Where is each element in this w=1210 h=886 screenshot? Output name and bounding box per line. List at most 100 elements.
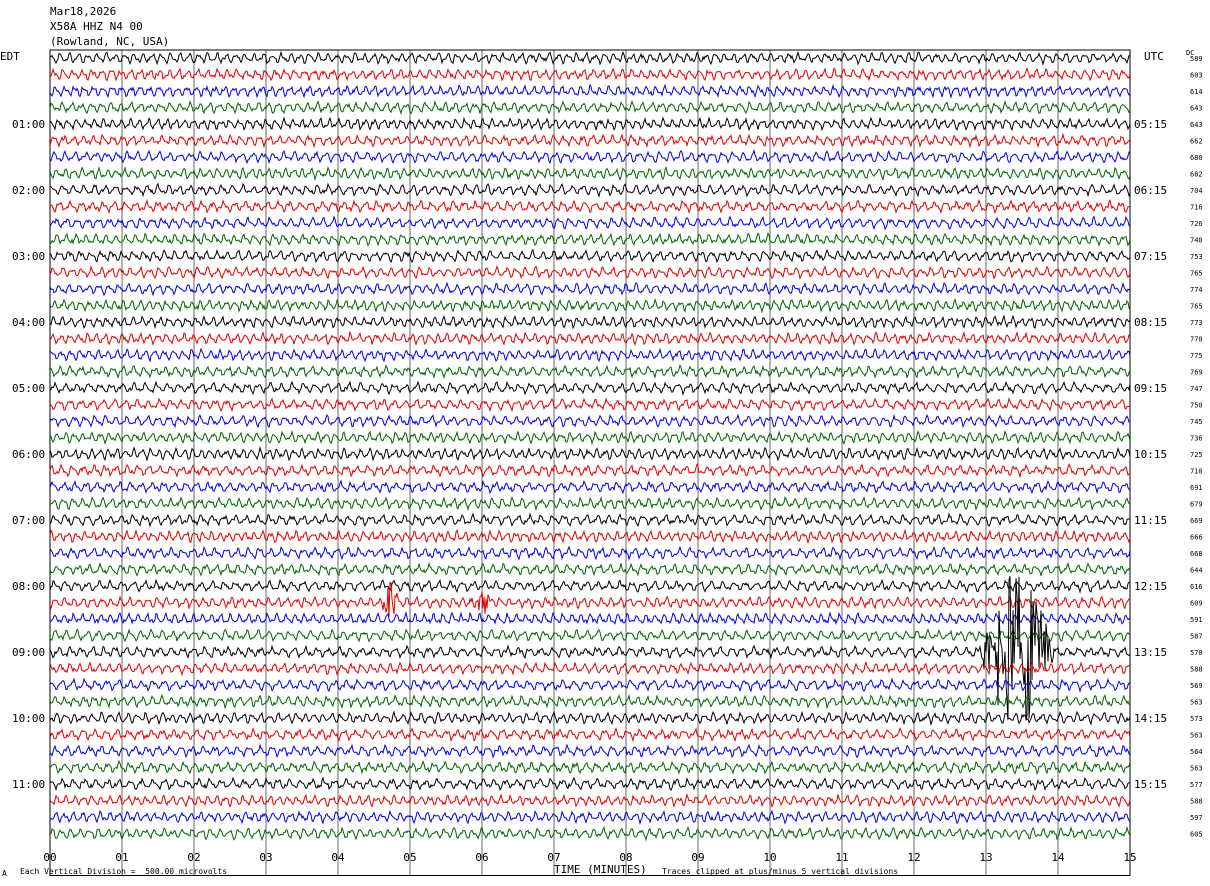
dc-value-row-15: 765 [1190,303,1203,311]
trace-row-18 [49,347,1131,363]
utc-label-0715: 07:15 [1134,250,1167,263]
trace-row-39 [49,693,1131,710]
x-tick-label-12: 12 [907,851,920,864]
dc-value-row-9: 716 [1190,204,1203,212]
trace-row-0 [49,50,1131,66]
dc-value-row-10: 726 [1190,220,1203,228]
edt-label-0700: 07:00 [12,514,45,527]
edt-label-0300: 03:00 [12,250,45,263]
trace-row-11 [49,231,1131,248]
trace-row-15 [49,297,1131,314]
trace-row-9 [49,198,1131,215]
trace-row-41 [49,727,1131,743]
footer-clip-note: Traces clipped at plus/minus 5 vertical … [662,867,899,876]
utc-label-1315: 13:15 [1134,646,1167,659]
dc-value-row-3: 643 [1190,105,1203,113]
x-tick-label-13: 13 [979,851,992,864]
x-tick-label-03: 03 [259,851,272,864]
utc-label-1515: 15:15 [1134,778,1167,791]
header-station: X58A HHZ N4 00 [50,20,143,33]
trace-row-10 [49,215,1131,231]
x-tick-label-08: 08 [619,851,632,864]
x-tick-label-15: 15 [1123,851,1136,864]
utc-label-0515: 05:15 [1134,118,1167,131]
x-tick-label-07: 07 [547,851,560,864]
utc-axis-label: UTC [1144,50,1164,63]
dc-value-row-13: 765 [1190,270,1203,278]
dc-value-row-2: 614 [1190,88,1203,96]
dc-value-row-37: 588 [1190,666,1203,674]
dc-value-row-33: 609 [1190,600,1203,608]
dc-value-row-44: 577 [1190,781,1203,789]
trace-row-44 [49,776,1131,792]
dc-value-row-6: 680 [1190,154,1203,162]
trace-row-43 [49,759,1131,775]
utc-label-1415: 14:15 [1134,712,1167,725]
utc-label-0815: 08:15 [1134,316,1167,329]
dc-value-row-19: 769 [1190,369,1203,377]
dc-value-row-17: 770 [1190,336,1203,344]
trace-row-5 [49,132,1131,149]
trace-row-2 [49,83,1131,100]
dc-value-row-29: 666 [1190,534,1203,542]
x-tick-label-11: 11 [835,851,848,864]
dc-value-row-26: 691 [1190,484,1203,492]
trace-row-38 [49,677,1131,693]
trace-row-42 [50,743,1131,759]
edt-label-1100: 11:00 [12,778,45,791]
dc-value-row-41: 563 [1190,732,1203,740]
x-tick-label-00: 00 [43,851,56,864]
x-tick-label-05: 05 [403,851,416,864]
dc-value-row-47: 605 [1190,831,1203,839]
trace-row-28 [49,512,1131,528]
dc-value-row-31: 644 [1190,567,1203,575]
dc-value-row-28: 669 [1190,517,1203,525]
trace-row-21 [49,397,1131,413]
trace-row-22 [49,413,1131,429]
x-tick-label-04: 04 [331,851,345,864]
trace-row-47 [49,825,1131,842]
dc-value-row-22: 745 [1190,418,1203,426]
x-tick-label-09: 09 [691,851,704,864]
edt-label-0900: 09:00 [12,646,45,659]
dc-value-row-0: 589 [1190,55,1203,63]
trace-row-19 [49,363,1131,380]
footer-vertical-division: Each Vertical Division = 500.00 microvol… [20,867,228,876]
trace-row-32 [49,578,1130,594]
x-tick-label-06: 06 [475,851,488,864]
dc-value-row-16: 773 [1190,319,1203,327]
trace-row-40 [49,710,1131,727]
dc-value-row-34: 591 [1190,616,1203,624]
trace-row-23 [49,429,1131,446]
trace-row-46 [49,809,1131,826]
dc-value-row-1: 603 [1190,72,1203,80]
dc-value-row-5: 662 [1190,138,1203,146]
dc-value-row-40: 573 [1190,715,1203,723]
x-axis-title: TIME (MINUTES) [554,863,647,876]
trace-row-26 [49,479,1130,495]
trace-row-27 [49,495,1131,512]
dc-value-row-23: 736 [1190,435,1203,443]
dc-value-row-4: 643 [1190,121,1203,129]
dc-value-row-38: 569 [1190,682,1203,690]
trace-row-6 [49,148,1131,165]
trace-row-37 [49,660,1131,677]
x-tick-label-02: 02 [187,851,200,864]
x-tick-label-10: 10 [763,851,776,864]
dc-value-row-39: 563 [1190,699,1203,707]
utc-label-1115: 11:15 [1134,514,1167,527]
dc-value-row-27: 679 [1190,501,1203,509]
trace-row-3 [49,99,1131,116]
edt-label-0400: 04:00 [12,316,45,329]
dc-value-row-32: 616 [1190,583,1203,591]
trace-row-13 [49,264,1131,280]
footer-mark: A [2,869,7,878]
edt-label-0200: 02:00 [12,184,45,197]
utc-label-0615: 06:15 [1134,184,1167,197]
trace-row-8 [49,182,1131,198]
trace-row-4 [49,116,1131,132]
utc-label-0915: 09:15 [1134,382,1167,395]
dc-value-row-36: 570 [1190,649,1203,657]
dc-value-row-20: 747 [1190,385,1203,393]
